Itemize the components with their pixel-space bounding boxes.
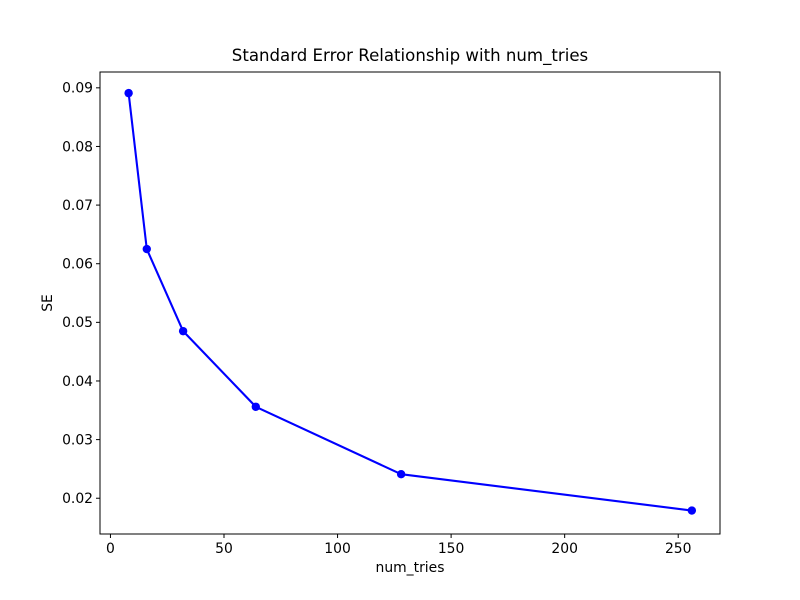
data-point: [178, 326, 188, 336]
y-tick-label: 0.03: [62, 432, 93, 448]
y-tick-label: 0.02: [62, 491, 93, 507]
y-tick-label: 0.08: [62, 139, 93, 155]
data-point: [396, 469, 406, 479]
y-tick-label: 0.05: [62, 315, 93, 331]
x-tick-label: 50: [215, 541, 233, 557]
chart-title: Standard Error Relationship with num_tri…: [231, 46, 589, 65]
x-tick-label: 250: [665, 541, 692, 557]
x-tick-label: 100: [324, 541, 351, 557]
y-tick-label: 0.09: [62, 81, 93, 97]
x-axis-label: num_tries: [375, 560, 445, 576]
y-tick-label: 0.06: [62, 257, 93, 273]
x-tick-label: 200: [551, 541, 578, 557]
data-point: [687, 506, 697, 515]
y-tick-label: 0.07: [62, 198, 93, 214]
data-point: [251, 402, 260, 411]
y-axis-label: SE: [40, 294, 56, 312]
x-tick-label: 150: [438, 541, 465, 557]
data-point: [124, 88, 133, 98]
x-tick-label: 0: [106, 541, 115, 557]
data-line: [127, 92, 693, 512]
data-point: [142, 244, 151, 254]
axes-frame: [99, 71, 721, 535]
y-tick-label: 0.04: [62, 374, 93, 390]
